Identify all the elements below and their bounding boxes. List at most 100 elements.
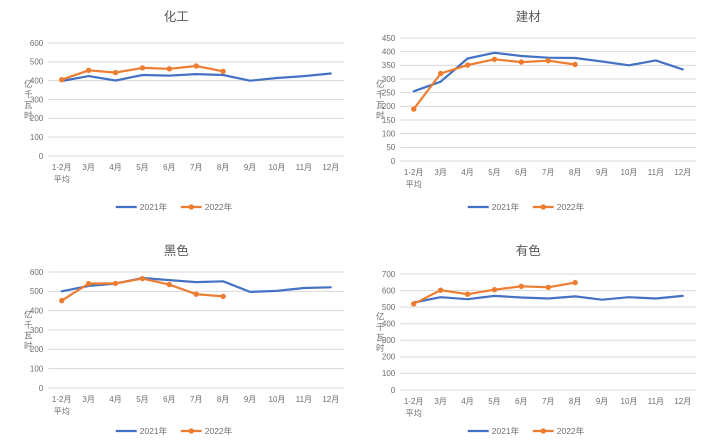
series-2022年 (410, 56, 578, 112)
series-2022年 (59, 63, 226, 83)
x-tick-label: 11月 (296, 163, 312, 172)
series-marker (518, 283, 524, 289)
y-tick-label: 250 (381, 88, 395, 97)
y-tick-label: 300 (30, 95, 44, 104)
y-axis-title-char: 千 (24, 320, 33, 330)
chart-title: 建材 (515, 10, 540, 24)
x-tick-label: 8月 (568, 397, 580, 406)
series-marker (193, 291, 199, 297)
gridlines (399, 37, 696, 162)
x-tick-label: 3月 (82, 163, 94, 172)
y-tick-label: 0 (390, 386, 395, 395)
y-axis-ticks: 0 100 200 300 400 500 600 (30, 268, 44, 393)
y-tick-label: 50 (386, 143, 395, 152)
series-marker (85, 280, 92, 287)
series-2022年 (59, 275, 226, 304)
y-axis-title-char: 时 (375, 343, 384, 353)
x-tick-label: 7月 (542, 168, 554, 177)
series-marker (464, 62, 470, 68)
legend-label-2021年: 2021年 (140, 202, 168, 212)
x-tick-label: 1-2月 (403, 168, 423, 177)
y-axis-title-char: 时 (24, 341, 33, 351)
x-tick-label: 12月 (674, 397, 691, 406)
y-tick-label: 100 (381, 129, 395, 138)
y-tick-label: 600 (30, 268, 44, 277)
x-tick-label: 11月 (647, 168, 663, 177)
x-tick-label: 12月 (674, 168, 691, 177)
x-tick-label: 平均 (54, 406, 70, 416)
series-marker (166, 66, 173, 72)
x-tick-label: 平均 (405, 179, 421, 189)
series-marker (139, 275, 146, 282)
legend-label-2021年: 2021年 (140, 426, 168, 436)
series-marker (545, 284, 551, 290)
series-line (60, 276, 332, 294)
y-axis-title-char: 瓦 (24, 330, 33, 340)
y-axis-title-char: 亿 (24, 309, 33, 319)
y-axis-title-char: 千 (24, 89, 33, 99)
y-tick-label: 100 (30, 364, 44, 373)
x-tick-label: 7月 (190, 163, 202, 172)
y-tick-label: 600 (30, 39, 44, 48)
y-tick-label: 200 (381, 353, 395, 362)
y-tick-label: 100 (381, 369, 395, 378)
x-tick-label: 平均 (54, 174, 70, 184)
y-tick-label: 100 (30, 133, 44, 142)
y-tick-label: 400 (381, 47, 395, 56)
x-tick-label: 11月 (296, 395, 312, 404)
x-tick-label: 9月 (244, 163, 256, 172)
y-tick-label: 200 (30, 114, 44, 123)
y-axis-ticks: 0 100 200 300 400 500 600 700 (381, 270, 395, 395)
x-tick-label: 3月 (434, 397, 446, 406)
x-tick-label: 5月 (136, 163, 148, 172)
x-tick-label: 1-2月 (52, 395, 72, 404)
x-tick-label: 6月 (515, 168, 527, 177)
y-axis-title-char: 时 (375, 110, 384, 120)
x-tick-label: 1-2月 (403, 397, 423, 406)
x-tick-label: 6月 (163, 395, 175, 404)
gridlines (48, 42, 345, 157)
legend-label-2022年: 2022年 (205, 202, 233, 212)
y-tick-label: 400 (30, 76, 44, 85)
y-tick-label: 0 (390, 157, 395, 166)
series-marker (491, 287, 497, 293)
legend-label-2021年: 2021年 (491, 202, 519, 212)
x-tick-label: 7月 (190, 395, 202, 404)
y-tick-label: 300 (381, 336, 395, 345)
y-tick-label: 400 (30, 306, 44, 315)
series-2021年 (60, 276, 332, 294)
x-tick-label: 4月 (109, 163, 121, 172)
x-tick-label: 5月 (136, 395, 148, 404)
y-tick-label: 500 (30, 58, 44, 67)
x-tick-label: 3月 (434, 168, 446, 177)
series-marker (112, 280, 119, 287)
chart-cell-jiancai: 建材 0 50 100 150 200 250 300 350 400 450 亿千瓦时 1-2月 平均 3… (352, 0, 703, 222)
x-tick-label: 平均 (405, 408, 421, 418)
series-marker (166, 281, 173, 288)
x-tick-label: 12月 (322, 163, 339, 172)
series-2022年 (410, 279, 578, 307)
x-tick-label: 9月 (595, 397, 607, 406)
chart-cell-heise: 黑色 0 100 200 300 400 500 600 亿千瓦时 1-2月 平均 3月 4月 5月 6月 7… (0, 222, 352, 444)
y-axis-ticks: 0 100 200 300 400 500 600 (30, 39, 44, 161)
x-tick-label: 10月 (269, 395, 286, 404)
series-marker (437, 287, 443, 293)
legend-swatch-marker (188, 428, 194, 434)
series-marker (59, 77, 65, 83)
y-tick-label: 300 (381, 75, 395, 84)
series-marker (59, 297, 65, 304)
legend-label-2021年: 2021年 (491, 426, 519, 436)
series-marker (220, 68, 226, 75)
legend-swatch-marker (188, 204, 194, 210)
x-tick-label: 8月 (217, 395, 229, 404)
x-tick-label: 8月 (568, 168, 580, 177)
legend-swatch-marker (540, 428, 546, 434)
